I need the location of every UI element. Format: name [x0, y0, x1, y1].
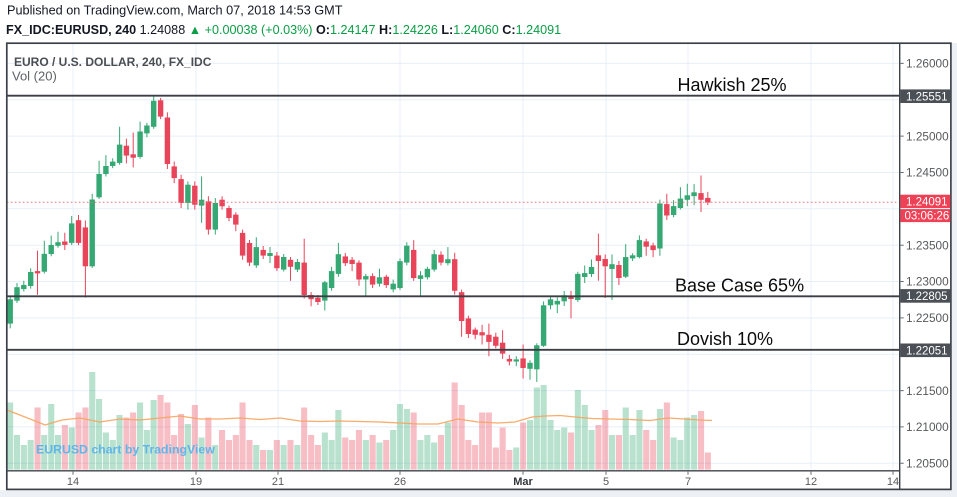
svg-text:Hawkish 25%: Hawkish 25%	[678, 75, 787, 95]
svg-text:1.24091: 1.24091	[906, 196, 948, 208]
svg-text:14: 14	[887, 476, 899, 488]
svg-text:5: 5	[603, 476, 609, 488]
svg-text:1.21500: 1.21500	[906, 384, 949, 398]
svg-text:1.26000: 1.26000	[906, 57, 949, 71]
svg-text:Base Case 65%: Base Case 65%	[675, 276, 804, 296]
svg-text:EURO / U.S. DOLLAR, 240, FX_ID: EURO / U.S. DOLLAR, 240, FX_IDC	[14, 55, 212, 69]
svg-text:1.25551: 1.25551	[906, 91, 948, 103]
svg-text:1.22051: 1.22051	[906, 346, 948, 358]
svg-text:FX_IDC:EURUSD, 240 1.24088 ▲ +: FX_IDC:EURUSD, 240 1.24088 ▲ +0.00038 (+…	[6, 23, 561, 37]
svg-text:1.23000: 1.23000	[906, 275, 949, 289]
svg-text:Mar: Mar	[513, 476, 533, 488]
svg-text:14: 14	[67, 476, 79, 488]
svg-text:7: 7	[685, 476, 691, 488]
svg-text:21: 21	[272, 476, 284, 488]
svg-text:1.24500: 1.24500	[906, 166, 949, 180]
svg-text:Dovish 10%: Dovish 10%	[677, 329, 773, 349]
svg-text:Vol (20): Vol (20)	[12, 69, 57, 84]
svg-text:Published on TradingView.com,: Published on TradingView.com, March 07, …	[7, 4, 343, 18]
svg-text:19: 19	[190, 476, 202, 488]
svg-text:1.22500: 1.22500	[906, 311, 949, 325]
svg-text:26: 26	[394, 476, 406, 488]
svg-text:03:06:26: 03:06:26	[905, 211, 950, 223]
svg-text:1.20500: 1.20500	[906, 457, 949, 471]
svg-text:1.22805: 1.22805	[906, 291, 948, 303]
svg-text:1.25000: 1.25000	[906, 129, 949, 143]
svg-text:1.23500: 1.23500	[906, 238, 949, 252]
svg-text:EURUSD chart by TradingView: EURUSD chart by TradingView	[36, 443, 215, 457]
svg-text:12: 12	[805, 476, 817, 488]
svg-text:1.21000: 1.21000	[906, 420, 949, 434]
